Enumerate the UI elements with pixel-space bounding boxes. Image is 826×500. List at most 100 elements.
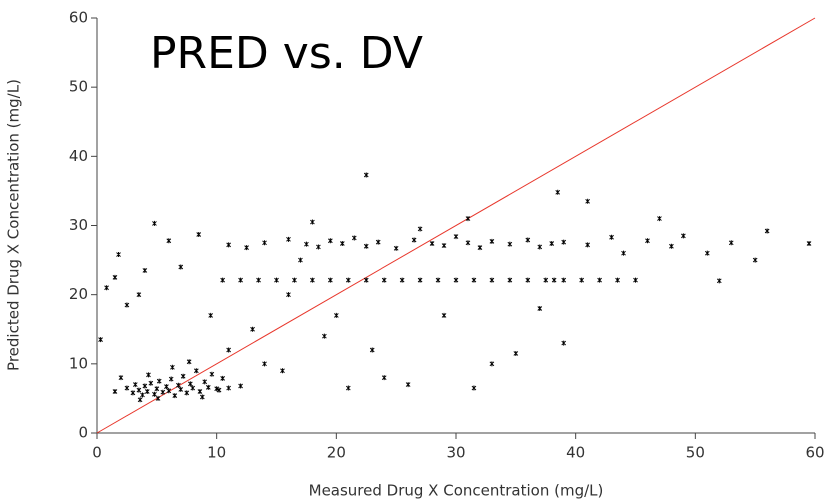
data-point: [226, 347, 231, 353]
data-point: [304, 241, 309, 247]
x-tick-label: 40: [566, 444, 585, 462]
data-point: [132, 382, 138, 388]
data-point: [170, 364, 175, 370]
data-point: [155, 395, 161, 401]
data-point: [363, 243, 369, 249]
data-point: [549, 240, 555, 246]
x-tick-label: 30: [446, 444, 465, 462]
data-point: [166, 388, 172, 394]
data-point: [477, 245, 483, 251]
data-point: [197, 389, 203, 394]
data-point: [124, 302, 130, 308]
data-point: [369, 347, 375, 353]
data-point: [193, 368, 199, 374]
data-point: [327, 277, 333, 283]
data-point: [118, 375, 124, 381]
data-point: [453, 234, 459, 240]
data-point: [199, 394, 205, 400]
data-point: [375, 239, 381, 245]
data-point: [196, 231, 202, 237]
data-point: [280, 368, 285, 374]
data-point: [136, 387, 142, 393]
data-point: [220, 375, 226, 381]
data-point: [310, 219, 315, 225]
data-point: [205, 384, 211, 390]
data-point: [316, 244, 321, 250]
data-point: [274, 277, 279, 283]
data-point: [513, 350, 519, 356]
data-point: [168, 376, 174, 382]
data-point: [144, 389, 150, 394]
data-point: [154, 386, 160, 392]
x-axis-label: Measured Drug X Concentration (mg/L): [309, 482, 604, 500]
data-point: [208, 312, 214, 318]
data-point: [286, 236, 291, 242]
data-point: [561, 340, 567, 346]
y-tick-label: 60: [69, 9, 88, 27]
data-point: [238, 383, 243, 389]
data-point: [597, 277, 602, 283]
data-point: [148, 380, 154, 386]
data-point: [209, 371, 215, 377]
data-point: [551, 277, 557, 283]
data-point: [104, 285, 109, 291]
data-point: [327, 238, 333, 244]
x-tick-label: 0: [92, 444, 102, 462]
data-point: [465, 240, 471, 246]
data-point: [124, 385, 130, 391]
data-point: [399, 277, 405, 283]
data-point: [256, 277, 261, 283]
data-point: [465, 216, 471, 222]
data-point: [489, 361, 495, 367]
data-point: [136, 292, 142, 298]
data-point: [112, 389, 118, 394]
data-point: [507, 277, 513, 283]
data-point: [543, 277, 549, 283]
x-tick-label: 50: [686, 444, 705, 462]
data-point: [489, 277, 495, 283]
data-point: [180, 373, 186, 379]
data-point: [752, 257, 758, 263]
data-point: [441, 312, 447, 318]
chart-title: PRED vs. DV: [150, 28, 423, 79]
data-point: [202, 379, 208, 385]
data-point: [669, 243, 674, 249]
y-tick-label: 20: [69, 285, 88, 303]
data-point: [363, 172, 369, 178]
data-point: [146, 372, 151, 378]
data-point: [657, 216, 662, 222]
data-point: [310, 277, 315, 283]
data-point: [764, 228, 770, 234]
data-point: [220, 277, 226, 283]
data-point: [537, 306, 543, 311]
data-point: [381, 277, 387, 283]
data-point: [489, 238, 495, 244]
data-point: [250, 326, 255, 332]
data-point: [98, 337, 103, 343]
data-point: [226, 385, 231, 391]
data-point: [561, 239, 567, 245]
data-point: [333, 312, 339, 318]
data-point: [345, 277, 351, 283]
data-point: [164, 384, 169, 390]
data-point: [728, 240, 734, 246]
data-point: [178, 264, 184, 270]
data-point: [471, 277, 477, 283]
data-point: [417, 226, 423, 232]
y-tick-label: 0: [78, 424, 88, 442]
data-point: [172, 393, 178, 399]
data-point: [226, 242, 231, 248]
data-point: [345, 385, 351, 391]
data-point: [609, 234, 614, 240]
data-point: [286, 292, 291, 298]
y-tick-label: 10: [69, 354, 88, 372]
data-point: [187, 381, 193, 387]
x-tick-label: 10: [207, 444, 226, 462]
data-point: [507, 241, 513, 247]
data-point: [453, 277, 459, 283]
data-point: [190, 385, 196, 391]
data-point: [441, 243, 447, 249]
data-point: [160, 389, 166, 395]
data-point: [214, 386, 220, 392]
